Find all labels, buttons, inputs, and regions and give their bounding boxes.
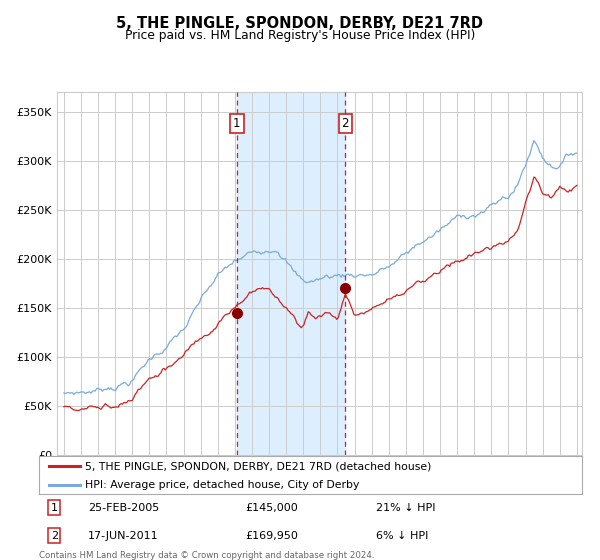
- Text: Contains HM Land Registry data © Crown copyright and database right 2024.
This d: Contains HM Land Registry data © Crown c…: [39, 551, 374, 560]
- Text: 21% ↓ HPI: 21% ↓ HPI: [376, 503, 435, 513]
- Text: £169,950: £169,950: [245, 531, 298, 541]
- Text: £145,000: £145,000: [245, 503, 298, 513]
- Text: 2: 2: [341, 117, 349, 130]
- Text: 6% ↓ HPI: 6% ↓ HPI: [376, 531, 428, 541]
- Text: 5, THE PINGLE, SPONDON, DERBY, DE21 7RD (detached house): 5, THE PINGLE, SPONDON, DERBY, DE21 7RD …: [85, 461, 431, 471]
- Text: 25-FEB-2005: 25-FEB-2005: [88, 503, 159, 513]
- Text: 2: 2: [50, 531, 58, 541]
- Text: HPI: Average price, detached house, City of Derby: HPI: Average price, detached house, City…: [85, 480, 359, 490]
- Text: 1: 1: [51, 503, 58, 513]
- Text: 5, THE PINGLE, SPONDON, DERBY, DE21 7RD: 5, THE PINGLE, SPONDON, DERBY, DE21 7RD: [116, 16, 484, 31]
- Text: Price paid vs. HM Land Registry's House Price Index (HPI): Price paid vs. HM Land Registry's House …: [125, 29, 475, 42]
- Text: 1: 1: [233, 117, 241, 130]
- Text: 17-JUN-2011: 17-JUN-2011: [88, 531, 158, 541]
- Bar: [237, 92, 346, 455]
